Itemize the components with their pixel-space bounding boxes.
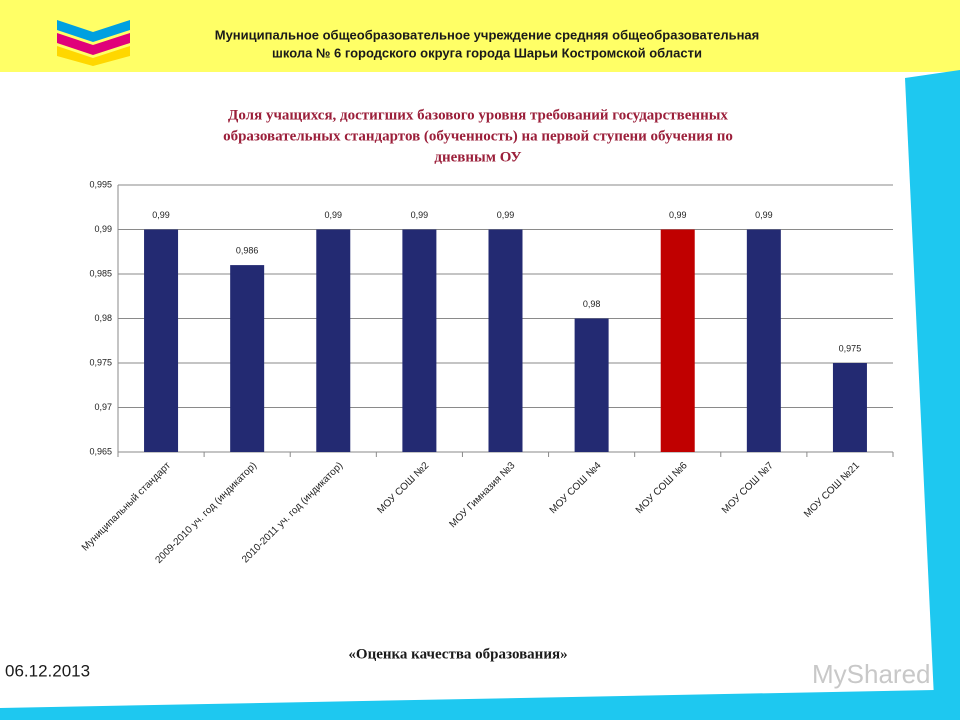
x-tick-label: МОУ СОШ №4 [548, 460, 604, 516]
value-label: 0,99 [152, 210, 170, 220]
value-label: 0,99 [669, 210, 687, 220]
y-tick-label: 0,99 [94, 224, 112, 234]
x-tick-label: МОУ Гимназия №3 [448, 460, 518, 530]
bar [402, 229, 437, 452]
plot: 0,965 0,97 0,975 0,98 0,985 0,99 0,995 0,99 Муни… [80, 179, 894, 566]
right-stripe [905, 70, 960, 720]
x-tick-label: МОУ СОШ №7 [720, 460, 776, 516]
bar [660, 229, 695, 452]
bar [230, 265, 265, 452]
x-tick-label: 2010-2011 уч. год (индикатор) [240, 460, 345, 565]
value-label: 0,99 [325, 210, 343, 220]
value-label: 0,975 [839, 343, 862, 353]
header-line: Муниципальное общеобразовательное учрежд… [215, 27, 760, 42]
y-tick-label: 0,975 [89, 357, 112, 367]
bar [832, 363, 867, 452]
x-tick-label: МОУ СОШ №2 [375, 460, 431, 516]
y-tick-label: 0,965 [89, 446, 112, 456]
x-tick-label: 2009-2010 уч. год (индикатор) [153, 460, 259, 566]
bar [574, 318, 609, 452]
logo [57, 20, 130, 66]
value-label: 0,99 [411, 210, 429, 220]
y-tick-label: 0,97 [94, 402, 112, 412]
value-label: 0,986 [236, 245, 259, 255]
header-band [0, 0, 960, 72]
y-tick-label: 0,995 [89, 179, 112, 189]
bar [144, 229, 179, 452]
x-tick-label: МОУ СОШ №21 [802, 460, 862, 520]
date: 06.12.2013 [5, 661, 90, 680]
bottom-stripe [0, 690, 960, 720]
bar [316, 229, 351, 452]
value-label: 0,98 [583, 299, 601, 309]
bar [746, 229, 781, 452]
y-tick-label: 0,985 [89, 268, 112, 278]
chart-title: образовательных стандартов (обученность)… [223, 128, 733, 144]
y-tick-label: 0,98 [94, 313, 112, 323]
value-label: 0,99 [755, 210, 773, 220]
caption: «Оценка качества образования» [348, 646, 567, 662]
watermark: MyShared [812, 659, 931, 689]
chart-title: Доля учащихся, достигших базового уровня… [228, 107, 728, 123]
header-line: школа № 6 городского округа города Шарьи… [272, 45, 702, 60]
bar [488, 229, 523, 452]
value-label: 0,99 [497, 210, 515, 220]
chart-title: дневным ОУ [434, 149, 521, 165]
x-tick-label: Муниципальный стандарт [80, 460, 174, 554]
x-tick-label: МОУ СОШ №6 [634, 460, 690, 516]
